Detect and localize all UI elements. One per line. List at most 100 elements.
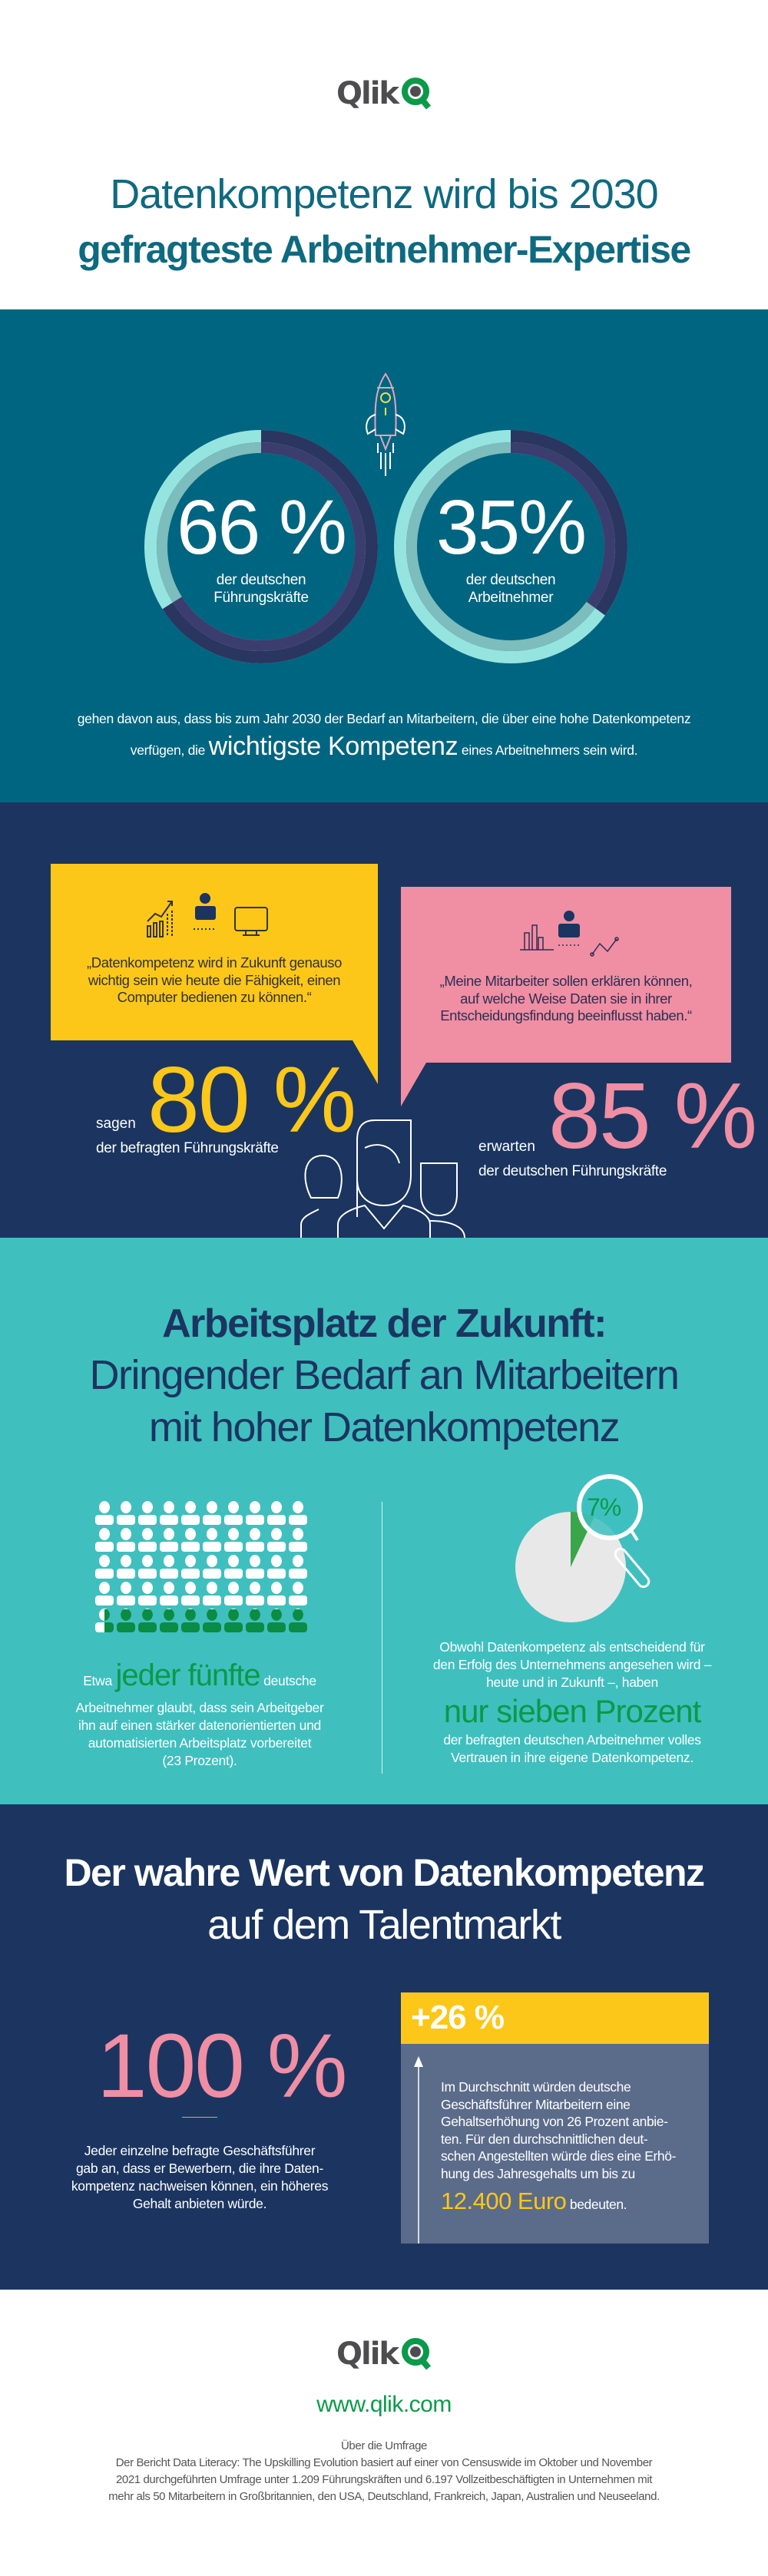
donut-charts: [144, 430, 627, 663]
person-icon: [160, 1528, 178, 1552]
quote-yellow: „Datenkompetenz wird in Zukunft genauso …: [51, 954, 378, 1007]
person-icon: [95, 1609, 114, 1632]
stat85-caption: der deutschen Führungskräfte: [478, 1163, 667, 1179]
ring-value-arc: [144, 430, 378, 663]
page-title-line2: gefragteste Arbeitnehmer-Expertise: [78, 228, 691, 271]
text-line: den Erfolg des Unternehmens angesehen wi…: [432, 1657, 712, 1672]
text-line: kompetenz nachweisen können, ein höheres: [71, 2178, 329, 2194]
raise-amount-post: bedeuten.: [569, 2197, 627, 2212]
person-icon: [224, 1528, 243, 1552]
text-line: der befragten deutschen Arbeitnehmer vol…: [443, 1732, 701, 1748]
person-icon: [289, 1501, 307, 1525]
ring-caption-line: Führungskräfte: [214, 590, 309, 606]
page-title-line1: Datenkompetenz wird bis 2030: [110, 171, 658, 217]
section-competence-forecast: [0, 309, 768, 802]
person-icon: [95, 1555, 114, 1579]
person-icon: [181, 1555, 200, 1579]
text-line: Jeder einzelne befragte Geschäftsführer: [84, 2143, 316, 2158]
text-line: 2021 durchgeführten Umfrage unter 1.209 …: [115, 2473, 653, 2486]
website-link[interactable]: www.qlik.com: [316, 2392, 452, 2417]
person-icon: [267, 1609, 286, 1632]
person-icon: [181, 1609, 200, 1632]
text-line: Vertrauen in ihre eigene Datenkompetenz.: [451, 1750, 694, 1765]
person-icon: [289, 1609, 307, 1632]
text-line: schen Angestellten würde dies eine Erhö-: [441, 2148, 677, 2164]
ring-value-arc: [394, 430, 627, 663]
text-line: ten. Für den durchschnittlichen deut-: [441, 2131, 648, 2147]
pie-chart: [515, 1474, 650, 1622]
stat80-prefix: sagen: [96, 1116, 136, 1132]
person-icon: [117, 1501, 135, 1525]
quote-line: auf welche Weise Daten sie in ihrer: [460, 990, 672, 1007]
magnifier-neck: [629, 1528, 639, 1542]
text-line: Der Bericht Data Literacy: The Upskillin…: [115, 2456, 653, 2469]
person-icon: [289, 1582, 307, 1605]
text-line: Arbeitnehmer glaubt, dass sein Arbeitgeb…: [75, 1700, 324, 1715]
raise-box: [401, 2044, 709, 2244]
ring-caption: der deutschen Führungskräfte: [169, 571, 353, 607]
text-line: Gehalt anbieten würde.: [132, 2196, 267, 2211]
ring-value-arc: [157, 442, 366, 651]
raise-value: +26 %: [411, 1999, 505, 2036]
forecast-highlight: wichtigste Kompetenz: [208, 732, 458, 761]
text-line: Geschäftsführer Mitarbeitern eine: [441, 2096, 631, 2112]
text-line: ihn auf einen stärker datenorientierten …: [78, 1718, 321, 1733]
person-icon: [117, 1528, 135, 1552]
person-icon: [138, 1555, 157, 1579]
fifth-post: deutsche: [263, 1673, 316, 1688]
stat85-value: 85 %: [548, 1063, 757, 1168]
person-icon: [138, 1501, 157, 1525]
forecast-text-pre: verfügen, die: [130, 742, 206, 758]
section3-subtitle1: Dringender Bedarf an Mitarbeitern: [89, 1352, 680, 1398]
magnifier-icon: [577, 1474, 643, 1540]
qlik-logo[interactable]: Qlik: [0, 76, 768, 111]
person-icon: [203, 1582, 221, 1605]
stat85-prefix: erwarten: [478, 1139, 535, 1155]
person-icon: [203, 1609, 221, 1632]
person-icon: [289, 1528, 307, 1552]
quote-line: „Datenkompetenz wird in Zukunft genauso: [87, 954, 342, 971]
fifth-text: Etwa jeder fünfte deutsche Arbeitnehmer …: [58, 1657, 342, 1770]
ring-caption: der deutschen Arbeitnehmer: [419, 571, 603, 607]
person-icon: [138, 1582, 157, 1605]
people-grid: [95, 1501, 307, 1632]
speech-bubble-yellow: [51, 864, 378, 1084]
person-icon: [246, 1555, 264, 1579]
person-icon: [246, 1609, 264, 1632]
section4-subtitle: auf dem Talentmarkt: [207, 1902, 561, 1948]
person-icon: [203, 1555, 221, 1579]
person-icon: [224, 1501, 243, 1525]
text-line: (23 Prozent).: [162, 1753, 237, 1768]
forecast-text-line2: verfügen, die wichtigste Kompetenz eines…: [0, 731, 768, 766]
ring-caption-line: der deutschen: [216, 572, 306, 588]
person-icon: [160, 1582, 178, 1605]
person-icon: [117, 1609, 135, 1632]
forecast-text-line1: gehen davon aus, dass bis zum Jahr 2030 …: [77, 711, 691, 726]
footer-qlik-logo[interactable]: Qlik: [0, 2336, 768, 2372]
survey-title: Über die Umfrage: [341, 2439, 427, 2452]
text-line: gab an, dass er Bewerbern, die ihre Date…: [75, 2161, 324, 2176]
person-icon: [117, 1582, 135, 1605]
text-line: hung des Jahresgehalts um bis zu: [441, 2165, 635, 2181]
person-icon: [267, 1555, 286, 1579]
raise-amount: 12.400 Euro: [441, 2187, 567, 2214]
person-icon: [160, 1555, 178, 1579]
text-line: automatisierten Arbeitsplatz vorbereitet: [88, 1735, 312, 1751]
qlik-q-icon: [402, 2338, 432, 2370]
quote-line: Entscheidungsfindung beeinflusst haben.“: [440, 1007, 692, 1023]
text-line: Gehaltserhöhung von 26 Prozent anbie-: [441, 2114, 668, 2129]
section4-title: Der wahre Wert von Datenkompetenz: [64, 1851, 705, 1894]
person-icon: [95, 1528, 114, 1552]
person-icon: [224, 1555, 243, 1579]
person-icon: [203, 1501, 221, 1525]
person-icon: [224, 1582, 243, 1605]
survey-info: Über die Umfrage Der Bericht Data Litera…: [0, 2438, 768, 2505]
quote-pink: „Meine Mitarbeiter sollen erklären könne…: [401, 973, 731, 1025]
raise-text: Im Durchschnitt würden deutsche Geschäft…: [441, 2078, 702, 2224]
quote-line: Computer bedienen zu können.“: [117, 989, 312, 1005]
person-icon: [267, 1501, 286, 1525]
raise-header: +26 %: [401, 1992, 709, 2044]
text-line: heute und in Zukunft –, haben: [486, 1675, 658, 1690]
person-icon: [246, 1582, 264, 1605]
person-icon: [267, 1582, 286, 1605]
